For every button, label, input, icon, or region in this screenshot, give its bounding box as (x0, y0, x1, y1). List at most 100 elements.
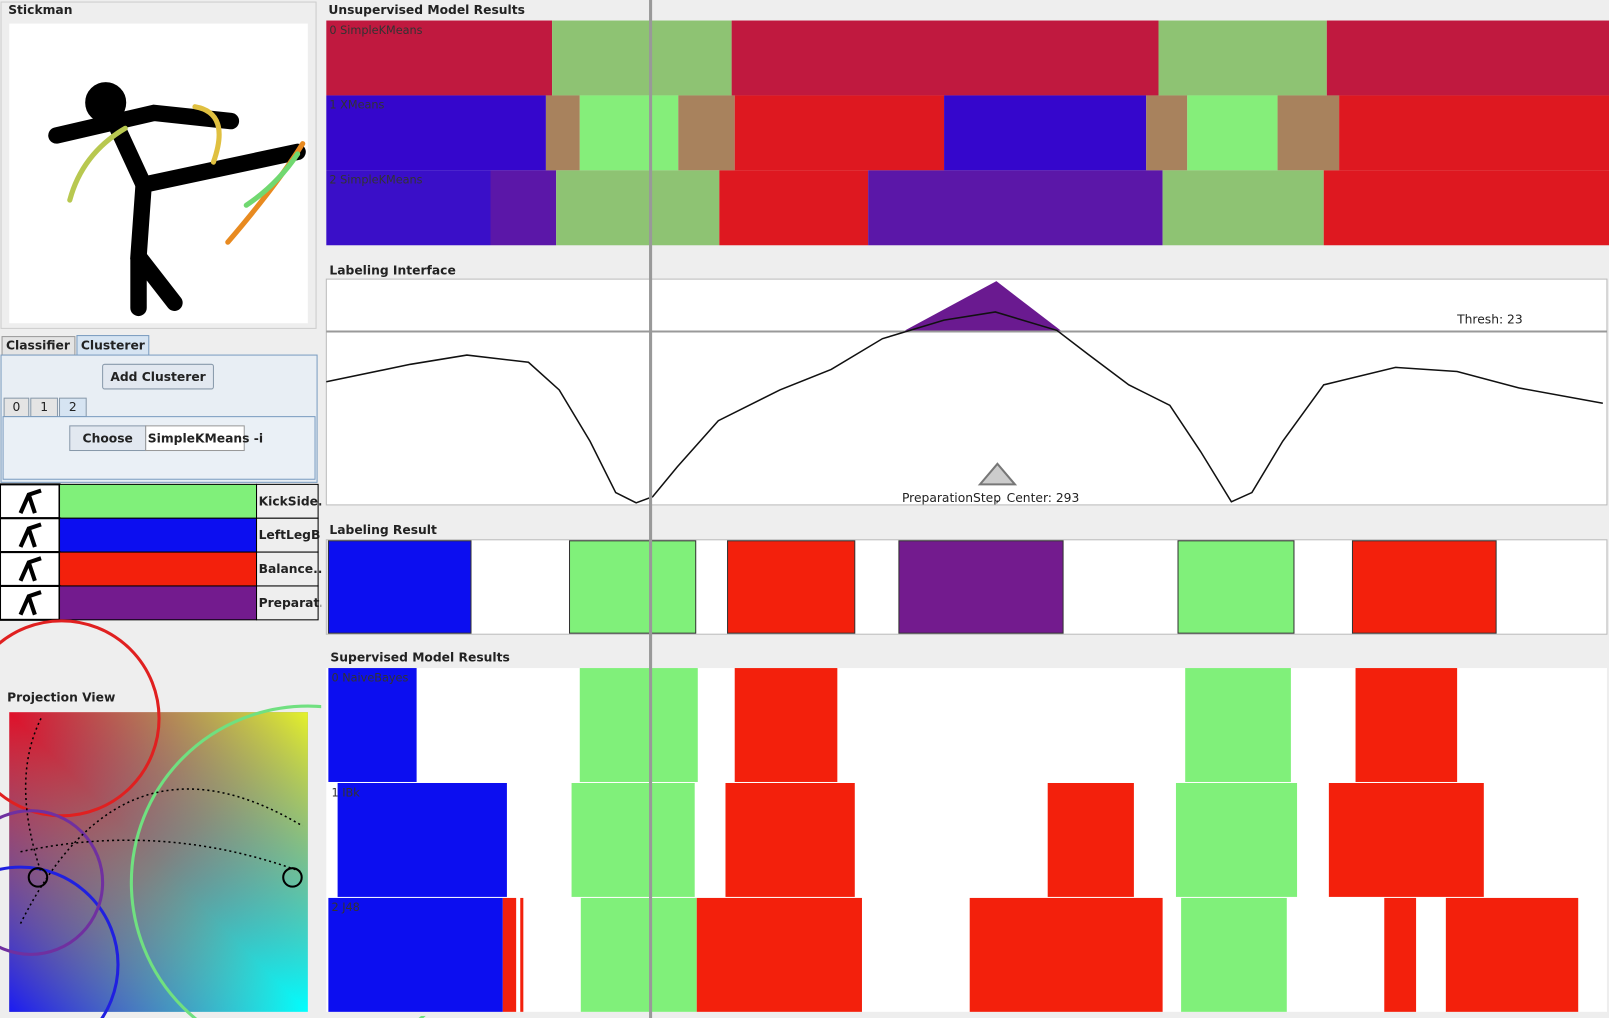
tab-label[interactable]: Clusterer (81, 338, 146, 352)
prediction-segment (337, 782, 507, 897)
text-field[interactable] (145, 425, 245, 452)
cluster-segment (731, 20, 1159, 96)
prediction-segment (1181, 897, 1287, 1012)
model-name: 0 SimpleKMeans (329, 24, 422, 37)
label-color[interactable] (59, 551, 258, 587)
label-figure (18, 488, 42, 514)
model-name: 0 NaiveBayes (331, 671, 408, 684)
cluster-segment (1339, 95, 1609, 171)
label-name[interactable]: Balance... (259, 562, 328, 576)
prediction-segment (725, 782, 855, 897)
label-figure (18, 556, 42, 582)
prediction-segment (1445, 897, 1579, 1012)
label-name[interactable]: KickSide... (259, 494, 332, 508)
label-segment[interactable] (1351, 540, 1497, 634)
prediction-segment (1384, 897, 1417, 1012)
button-label[interactable]: Add Clusterer (110, 370, 206, 384)
prediction-segment (328, 897, 503, 1012)
label-name-box (256, 585, 319, 621)
cluster-segment (556, 170, 720, 246)
tab-label[interactable]: Classifier (6, 338, 71, 352)
cluster-segment (326, 170, 491, 246)
label-color[interactable] (59, 483, 258, 519)
prediction-segment (571, 782, 695, 897)
cluster-segment (552, 20, 732, 96)
threshold: Thresh: 23 (1456, 313, 1523, 327)
subtab-label[interactable]: 2 (69, 400, 77, 414)
label-name-box (256, 551, 319, 587)
cluster-segment (719, 170, 869, 246)
cluster-segment (1162, 170, 1324, 246)
prediction-segment (579, 668, 698, 782)
button-label[interactable]: Choose (83, 432, 133, 446)
prediction-segment (1175, 782, 1298, 897)
selection (903, 281, 1063, 332)
tabs: Classifier Clusterer (1, 335, 150, 357)
cluster-segment (545, 95, 580, 171)
prediction-segment (1355, 668, 1458, 782)
label-figure (18, 590, 42, 616)
label-name[interactable]: LeftLegB... (259, 528, 335, 542)
prediction-segment (1047, 782, 1134, 897)
subtab-label[interactable]: 0 (13, 400, 21, 414)
label-figure (18, 522, 42, 548)
button[interactable] (69, 425, 147, 452)
prediction-segment (734, 668, 838, 782)
model-name: 2 J48 (331, 901, 359, 914)
cluster-segment (868, 170, 1163, 246)
prediction-segment (328, 668, 417, 782)
panel-title: Labeling Interface (329, 263, 455, 277)
cluster-segment (1277, 95, 1340, 171)
center: Center: 293 (1007, 491, 1080, 505)
trails (67, 104, 306, 245)
cluster-segment (326, 95, 546, 171)
label-color[interactable] (59, 585, 258, 621)
cluster-segment (734, 95, 945, 171)
cluster-segment (1187, 95, 1278, 171)
label-segment[interactable] (898, 540, 1064, 634)
panel-title: Unsupervised Model Results (328, 3, 525, 17)
cluster-segment (944, 95, 1147, 171)
model-name: 1 XMeans (329, 99, 384, 112)
cluster-segment (579, 95, 679, 171)
label-name-box (256, 517, 319, 553)
cluster-segment (490, 170, 557, 246)
cluster-segment (1326, 20, 1609, 96)
cluster-segment (1146, 95, 1188, 171)
prediction-segment (696, 897, 862, 1012)
panel-title: Supervised Model Results (330, 650, 509, 664)
prediction-segment (1185, 668, 1291, 782)
panel-title: Stickman (8, 3, 72, 17)
prediction-segment (502, 897, 517, 1012)
subtab-label[interactable]: 1 (40, 400, 48, 414)
prediction-segment (580, 897, 697, 1012)
marker-label: PreparationStep (902, 491, 1001, 505)
label-name-box (256, 483, 319, 519)
projection-overlay (9, 712, 308, 1012)
stickman (48, 82, 306, 317)
algorithm[interactable]: SimpleKMeans -i (148, 432, 263, 446)
separator: , (995, 491, 999, 505)
cluster-segment (1323, 170, 1609, 246)
panel-title: Projection View (7, 690, 115, 704)
prediction-segment (969, 897, 1163, 1012)
label-name[interactable]: Preparat... (259, 596, 334, 610)
prediction-segment (1328, 782, 1484, 897)
label-segment[interactable] (327, 540, 472, 634)
model-name: 1 IBk (331, 786, 360, 799)
label-segment[interactable] (568, 540, 697, 634)
model-name: 2 SimpleKMeans (329, 174, 422, 187)
cluster-segment (1158, 20, 1327, 96)
signal-curve (326, 311, 1603, 504)
button[interactable] (102, 363, 214, 390)
center-marker[interactable] (977, 462, 1018, 486)
label-segment[interactable] (1177, 540, 1295, 634)
panel-title: Labeling Result (329, 523, 437, 537)
label-segment[interactable] (727, 540, 856, 634)
cluster-segment (326, 20, 553, 96)
prediction-segment (520, 897, 524, 1012)
cluster-segment (678, 95, 735, 171)
label-color[interactable] (59, 517, 258, 553)
